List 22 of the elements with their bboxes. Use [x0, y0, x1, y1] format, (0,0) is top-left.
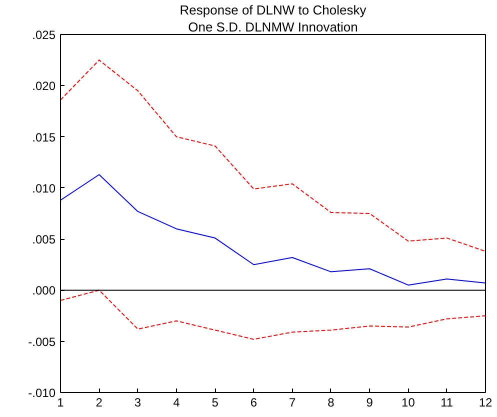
y-tick-label: .005: [32, 232, 56, 247]
y-tick-label: -.005: [28, 334, 56, 349]
x-tick-label: 2: [96, 396, 103, 410]
chart-subtitle: One S.D. DLNMW Innovation: [188, 20, 358, 34]
x-tick-label: 11: [440, 396, 454, 410]
x-tick-label: 9: [366, 396, 374, 410]
x-tick-label: 12: [478, 396, 492, 410]
x-tick-label: 5: [212, 396, 219, 410]
y-tick-label: -.010: [28, 386, 56, 400]
x-tick-label: 1: [57, 396, 64, 410]
x-tick-label: 6: [250, 396, 258, 410]
chart-title: Response of DLNW to Cholesky: [180, 2, 367, 18]
x-tick-label: 3: [134, 396, 142, 410]
x-tick-label: 7: [288, 396, 296, 410]
x-tick-label: 10: [402, 396, 416, 410]
x-tick-label: 8: [328, 396, 335, 410]
y-tick-label: .025: [32, 28, 56, 42]
y-tick-label: .020: [32, 79, 56, 94]
y-tick-label: .000: [32, 284, 56, 298]
x-tick-label: 4: [173, 396, 180, 410]
y-tick-label: .010: [32, 181, 56, 196]
y-tick-label: .015: [32, 130, 56, 144]
